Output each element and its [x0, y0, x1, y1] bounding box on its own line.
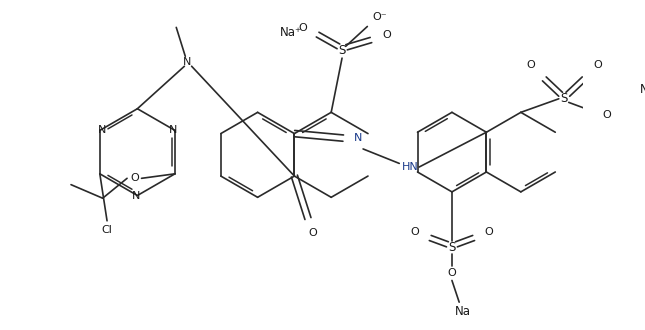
Text: O⁻: O⁻: [373, 13, 387, 22]
Text: O: O: [130, 173, 139, 183]
Text: O: O: [602, 110, 611, 120]
Text: Na: Na: [640, 83, 645, 96]
Text: N: N: [132, 190, 140, 201]
Text: Na: Na: [455, 305, 471, 318]
Text: O: O: [410, 227, 419, 237]
Text: O: O: [484, 227, 493, 237]
Text: O: O: [526, 60, 535, 70]
Text: O: O: [448, 268, 456, 278]
Text: O: O: [593, 60, 602, 70]
Text: O: O: [308, 228, 317, 238]
Text: Na⁺: Na⁺: [280, 26, 302, 39]
Text: N: N: [353, 133, 362, 143]
Text: O: O: [382, 30, 391, 40]
Text: S: S: [448, 242, 455, 254]
Text: HN: HN: [402, 162, 419, 172]
Text: N: N: [169, 125, 177, 135]
Text: O: O: [299, 23, 308, 33]
Text: N: N: [183, 57, 192, 67]
Text: S: S: [339, 44, 346, 57]
Text: N: N: [97, 125, 106, 135]
Text: S: S: [561, 92, 568, 105]
Text: Cl: Cl: [102, 225, 112, 235]
